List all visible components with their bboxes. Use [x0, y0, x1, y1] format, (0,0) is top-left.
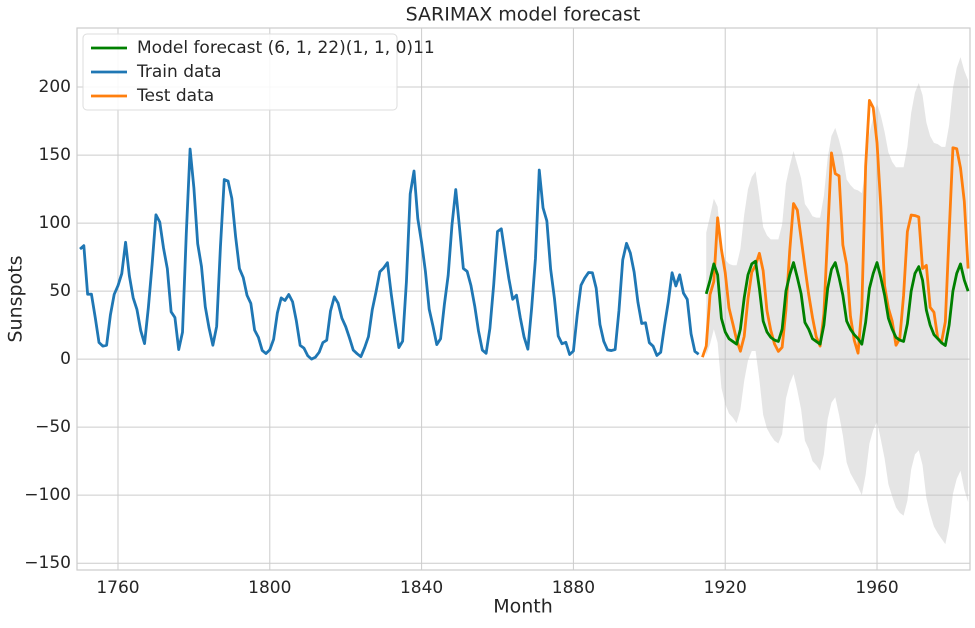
- x-tick-label: 1840: [400, 578, 443, 598]
- plot-area: [77, 28, 970, 570]
- x-axis-label: Month: [493, 596, 553, 618]
- y-tick-label: 200: [39, 77, 71, 97]
- grid: [77, 28, 970, 570]
- y-tick-label: 0: [60, 349, 71, 369]
- chart-title: SARIMAX model forecast: [406, 4, 641, 26]
- x-tick-label: 1920: [704, 578, 747, 598]
- y-tick-label: −100: [24, 485, 71, 505]
- y-axis-label: Sunspots: [5, 255, 27, 342]
- y-tick-label: 150: [39, 145, 71, 165]
- x-tick-label: 1760: [96, 578, 139, 598]
- y-tick-label: 50: [49, 281, 71, 301]
- legend-box: [82, 33, 398, 111]
- confidence-band: [706, 57, 969, 545]
- y-tick-label: 100: [39, 213, 71, 233]
- y-tick-label: −150: [24, 553, 71, 573]
- x-tick-label: 1960: [855, 578, 898, 598]
- legend-label: Model forecast (6, 1, 22)(1, 1, 0)11: [137, 38, 435, 58]
- x-tick-label: 1800: [248, 578, 291, 598]
- y-tick-label: −50: [35, 417, 71, 437]
- series-line: [79, 147, 700, 361]
- x-tick-label: 1880: [552, 578, 595, 598]
- legend-label: Test data: [136, 86, 214, 106]
- legend-label: Train data: [136, 62, 222, 82]
- marks: [79, 57, 970, 545]
- plot-frame: [76, 27, 971, 571]
- legend: Model forecast (6, 1, 22)(1, 1, 0)11 Trai…: [82, 33, 435, 111]
- series-line: [704, 259, 970, 347]
- series-line: [701, 98, 970, 358]
